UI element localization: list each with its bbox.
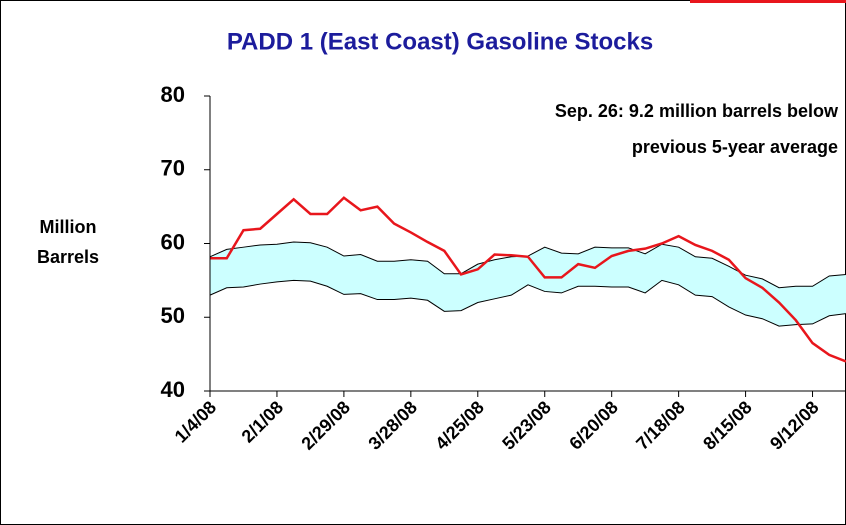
annotation: Sep. 26: 9.2 million barrels below bbox=[555, 101, 839, 121]
y-tick-label: 60 bbox=[161, 229, 185, 254]
y-tick-label: 40 bbox=[161, 377, 185, 402]
band-edge bbox=[209, 279, 846, 327]
annotation: previous 5-year average bbox=[632, 137, 838, 157]
y-tick-label: 70 bbox=[161, 156, 185, 181]
range-band bbox=[210, 242, 846, 327]
y-tick-label: 80 bbox=[161, 82, 185, 107]
y-axis-label: Barrels bbox=[37, 247, 99, 267]
chart-title: PADD 1 (East Coast) Gasoline Stocks bbox=[227, 28, 653, 55]
y-tick-label: 50 bbox=[161, 303, 185, 328]
data-line bbox=[210, 196, 846, 363]
y-axis-label: Million bbox=[40, 217, 97, 237]
